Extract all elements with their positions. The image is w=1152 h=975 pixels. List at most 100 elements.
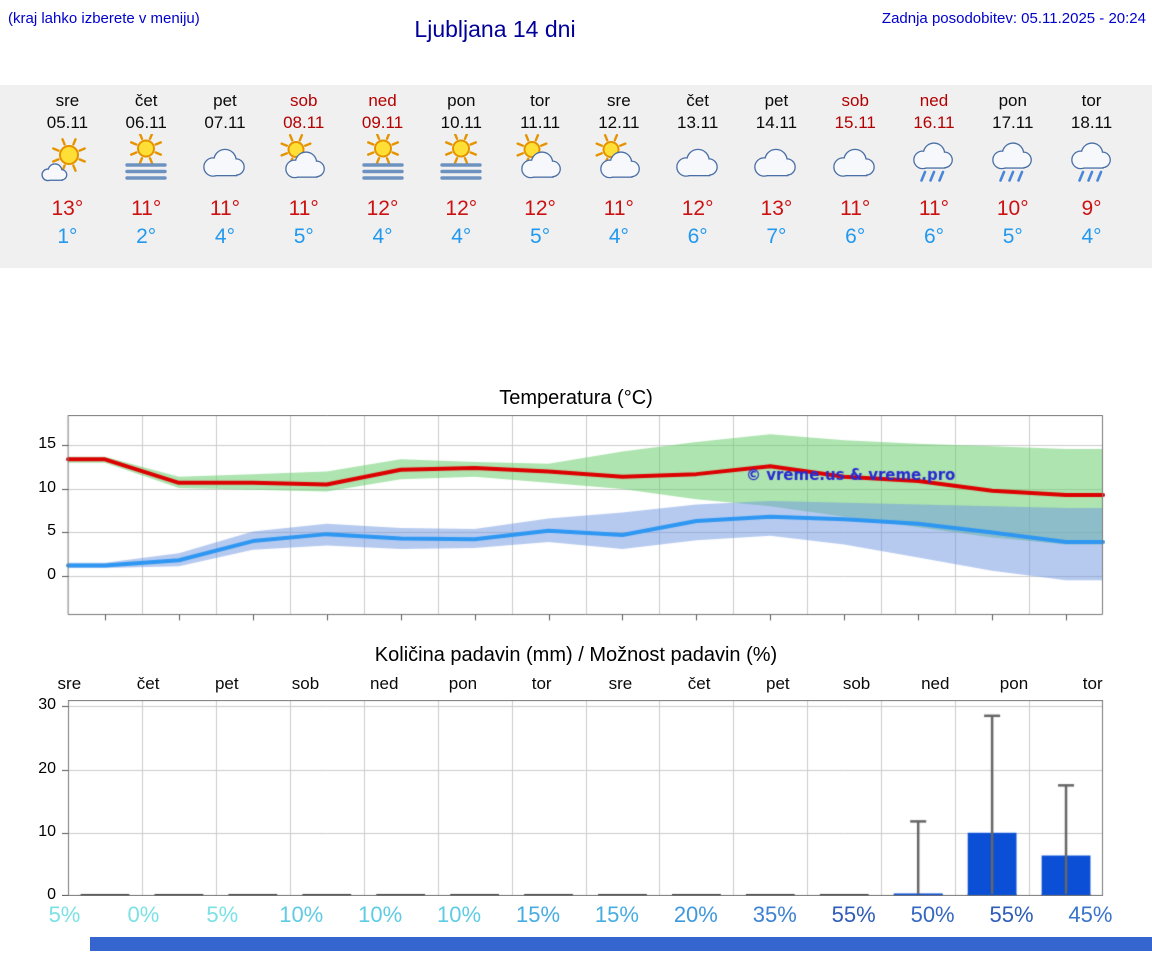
day-date: 12.11	[598, 113, 640, 132]
high-temperature: 13°	[51, 197, 84, 220]
y-axis-label: 10	[38, 478, 56, 496]
forecast-strip: sre 05.11 13° 1° čet 06.11 11° 2° pet 07…	[0, 85, 1152, 268]
high-temperature: 11°	[288, 197, 319, 220]
forecast-day-column[interactable]: sre 12.11 11° 4°	[579, 85, 658, 268]
day-date: 05.11	[46, 113, 89, 132]
forecast-day-column[interactable]: čet 13.11 12° 6°	[658, 85, 737, 268]
y-axis-label: 10	[38, 822, 56, 840]
day-name: čet	[134, 91, 158, 110]
precip-day-label: čet	[136, 674, 160, 693]
temperature-chart	[62, 415, 1105, 622]
forecast-day-column[interactable]: pon 17.11 10° 5°	[973, 85, 1052, 268]
precip-percent-label: 20%	[673, 902, 718, 927]
precipitation-percent-row: 5% 0% 5% 10% 10% 10% 15% 15% 20% 35% 55% 50% 55% 45%	[25, 902, 1130, 928]
day-date: 13.11	[677, 113, 719, 132]
high-temperature: 13°	[760, 197, 793, 220]
forecast-day-column[interactable]: sob 08.11 11° 5°	[264, 85, 343, 268]
high-temperature: 12°	[366, 197, 399, 220]
low-temperature: 4°	[451, 225, 472, 248]
temperature-chart-title: Temperatura (°C)	[499, 387, 653, 409]
low-temperature: 5°	[1002, 225, 1023, 248]
forecast-day-column[interactable]: sob 15.11 11° 6°	[816, 85, 895, 268]
footer-bar	[90, 937, 1152, 951]
precip-day-label: pet	[214, 674, 239, 693]
precip-day-label: ned	[921, 674, 950, 693]
y-axis-label: 15	[38, 435, 56, 453]
day-name: sob	[290, 91, 318, 110]
forecast-day-column[interactable]: pon 10.11 12° 4°	[422, 85, 501, 268]
precip-day-label: sre	[608, 674, 633, 693]
low-temperature: 4°	[608, 225, 629, 248]
precip-percent-label: 15%	[594, 902, 639, 927]
day-name: ned	[919, 91, 949, 110]
sun-fog-icon	[422, 132, 501, 192]
precipitation-chart	[62, 700, 1105, 896]
high-temperature: 9°	[1081, 197, 1102, 220]
precip-day-label: pon	[448, 674, 478, 693]
menu-hint: (kraj lahko izberete v meniju)	[8, 10, 200, 27]
low-temperature: 2°	[136, 225, 157, 248]
high-temperature: 12°	[524, 197, 556, 220]
precip-percent-label: 10%	[279, 902, 324, 927]
precip-day-label: tor	[1082, 674, 1103, 693]
precipitation-chart-area: 0 10 20 30	[0, 696, 1152, 903]
rain-icon	[973, 134, 1052, 192]
high-temperature: 12°	[445, 197, 478, 220]
low-temperature: 6°	[845, 225, 866, 248]
precip-percent-label: 45%	[1068, 902, 1113, 927]
forecast-days-row: sre 05.11 13° 1° čet 06.11 11° 2° pet 07…	[28, 85, 1131, 268]
forecast-day-column[interactable]: pet 14.11 13° 7°	[737, 85, 816, 268]
cloud-icon	[658, 134, 737, 192]
day-name: pon	[447, 91, 476, 110]
precip-percent-label: 10%	[358, 902, 403, 927]
high-temperature: 11°	[918, 197, 950, 220]
rain-icon	[1052, 134, 1131, 192]
forecast-day-column[interactable]: čet 06.11 11° 2°	[107, 85, 186, 268]
forecast-day-column[interactable]: pet 07.11 11° 4°	[186, 85, 265, 268]
precip-day-label: pon	[999, 674, 1029, 693]
forecast-day-column[interactable]: tor 18.11 9° 4°	[1052, 85, 1131, 268]
precip-percent-label: 5%	[206, 902, 239, 927]
day-name: sre	[607, 91, 631, 110]
precip-percent-label: 35%	[752, 902, 797, 927]
day-date: 17.11	[992, 113, 1034, 132]
precip-percent-label: 15%	[515, 902, 561, 927]
y-axis-label: 30	[38, 696, 56, 714]
rain-icon	[895, 134, 974, 192]
precip-day-label: čet	[687, 674, 711, 693]
low-temperature: 6°	[923, 225, 945, 248]
precip-percent-label: 5%	[48, 902, 81, 927]
forecast-day-column[interactable]: ned 16.11 11° 6°	[895, 85, 974, 268]
precip-day-label: sre	[57, 674, 82, 693]
cloud-icon	[737, 134, 816, 192]
y-axis-label: 5	[47, 522, 56, 540]
forecast-day-column[interactable]: ned 09.11 12° 4°	[343, 85, 422, 268]
low-temperature: 6°	[687, 225, 708, 248]
precip-day-label: sob	[842, 674, 871, 693]
low-temperature: 4°	[372, 225, 393, 248]
y-axis-label: 20	[38, 759, 56, 777]
cloud-icon	[816, 134, 895, 192]
temperature-chart-area: 0 5 10 15	[0, 415, 1152, 625]
day-name: tor	[530, 91, 550, 110]
forecast-day-column[interactable]: tor 11.11 12° 5°	[501, 85, 580, 268]
sun-fog-icon	[107, 132, 186, 192]
precip-percent-label: 0%	[127, 902, 160, 927]
forecast-day-column[interactable]: sre 05.11 13° 1°	[28, 85, 107, 268]
high-temperature: 11°	[131, 197, 162, 220]
cloud-icon	[186, 134, 265, 192]
mostly-sunny-icon	[28, 134, 107, 192]
high-temperature: 11°	[840, 197, 871, 220]
precip-percent-label: 55%	[989, 902, 1034, 927]
day-date: 06.11	[125, 113, 167, 132]
day-name: pet	[764, 91, 789, 110]
high-temperature: 11°	[603, 197, 634, 220]
day-date: 16.11	[913, 113, 955, 132]
sun-cloud-icon	[501, 134, 580, 192]
high-temperature: 10°	[996, 197, 1029, 220]
sun-fog-icon	[343, 132, 422, 192]
low-temperature: 5°	[530, 225, 551, 248]
last-update-label: Zadnja posodobitev: 05.11.2025 - 20:24	[881, 10, 1146, 27]
day-name: pet	[213, 91, 237, 110]
